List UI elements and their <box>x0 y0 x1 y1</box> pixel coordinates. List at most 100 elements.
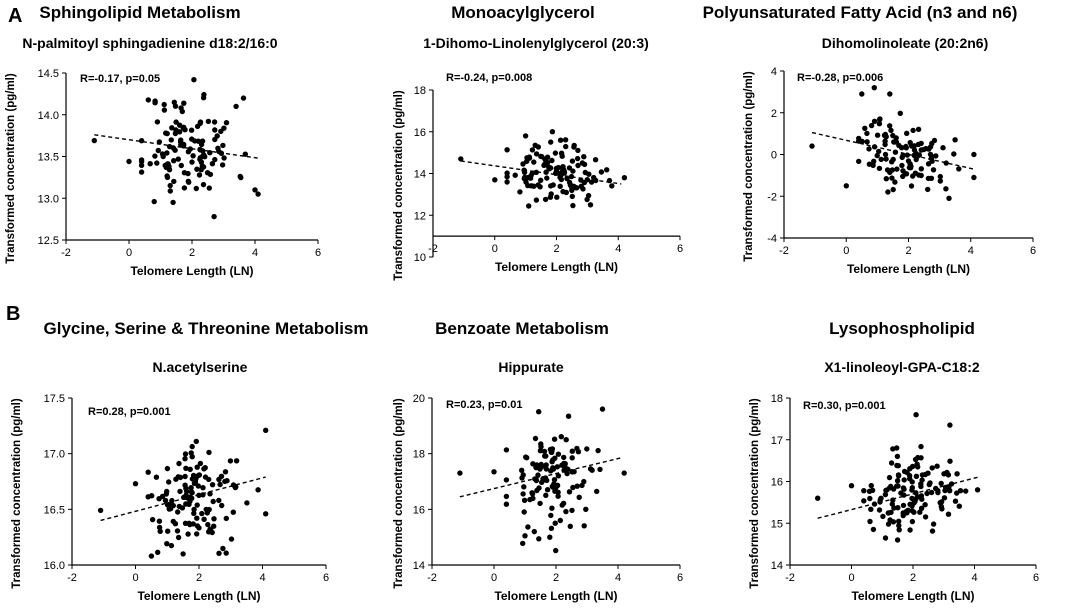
data-point <box>178 137 184 143</box>
data-point <box>971 151 977 158</box>
data-point <box>956 503 962 509</box>
data-point <box>922 502 928 508</box>
data-point <box>870 526 877 533</box>
data-point <box>555 164 562 171</box>
data-point <box>178 105 184 111</box>
data-point <box>604 167 610 173</box>
data-point <box>542 196 549 203</box>
data-point <box>181 100 187 106</box>
data-point <box>544 159 551 166</box>
data-point <box>937 178 943 184</box>
data-point <box>541 448 548 455</box>
data-point <box>492 177 498 183</box>
data-point <box>521 497 528 503</box>
data-point <box>929 528 936 534</box>
data-point <box>895 483 901 489</box>
data-point <box>191 77 197 83</box>
data-point <box>533 197 540 203</box>
data-point <box>551 481 557 487</box>
data-point <box>900 502 907 509</box>
x-tick-label: 0 <box>132 572 138 584</box>
chart-panel-6: Lysophospholipid X1-linoleoyl-GPA-C18:2 -2… <box>749 319 1039 603</box>
data-point <box>565 413 572 419</box>
data-point <box>182 451 189 457</box>
data-point <box>877 116 883 122</box>
data-point <box>196 172 203 178</box>
data-point <box>212 127 218 133</box>
data-point <box>132 481 139 487</box>
data-point <box>219 502 225 509</box>
data-point <box>905 507 911 513</box>
data-point <box>164 173 170 179</box>
data-point <box>205 521 211 528</box>
data-point <box>575 147 581 154</box>
data-point <box>559 462 565 468</box>
data-point <box>520 491 526 497</box>
panel-label-b: B <box>6 303 20 325</box>
data-point <box>531 528 537 535</box>
y-tick-label: 14 <box>771 560 783 572</box>
data-point <box>175 156 181 162</box>
data-point <box>887 91 893 97</box>
data-point <box>941 495 948 501</box>
data-point <box>592 157 599 163</box>
data-point <box>145 97 151 103</box>
data-point <box>574 185 580 191</box>
data-point <box>531 159 537 165</box>
data-point <box>903 143 909 150</box>
data-point <box>586 171 592 177</box>
chart-panel-5: Benzoate Metabolism Hippurate -2 0 2 4 6 14 16 18… <box>393 319 683 603</box>
data-point <box>954 490 960 496</box>
stat-annotation: R=0.23, p=0.01 <box>446 399 522 411</box>
data-point <box>532 435 539 442</box>
data-point <box>563 189 569 196</box>
data-point <box>874 132 881 138</box>
data-point <box>930 521 937 527</box>
data-point <box>539 463 545 469</box>
data-point <box>156 518 163 524</box>
y-tick-label: 16 <box>771 477 783 489</box>
data-point <box>521 169 528 176</box>
data-point <box>542 453 548 459</box>
data-point <box>155 147 161 154</box>
data-point <box>887 123 893 129</box>
data-point <box>240 95 247 101</box>
data-point <box>867 495 873 502</box>
data-point <box>574 483 580 489</box>
data-point <box>512 172 518 178</box>
data-point <box>145 469 151 475</box>
data-point <box>187 146 193 152</box>
data-point <box>935 487 941 494</box>
data-point <box>543 492 549 498</box>
data-point <box>97 507 104 514</box>
data-point <box>918 505 925 511</box>
data-point <box>581 154 587 160</box>
data-point <box>547 534 553 540</box>
data-point <box>915 126 922 132</box>
data-point <box>563 508 569 515</box>
data-point <box>149 516 156 523</box>
x-tick-label: 6 <box>1033 572 1039 584</box>
y-tick-label: 17 <box>771 435 783 447</box>
data-point <box>205 118 212 125</box>
data-point <box>221 155 227 161</box>
data-point <box>183 501 189 507</box>
data-point <box>503 493 510 500</box>
data-point <box>882 535 889 541</box>
data-point <box>943 186 949 192</box>
chart-title: Hippurate <box>498 359 564 375</box>
data-point <box>181 185 188 191</box>
data-point <box>928 175 935 181</box>
data-point <box>579 482 585 489</box>
data-point <box>896 522 902 529</box>
data-point <box>228 536 235 542</box>
data-point <box>558 171 565 178</box>
data-point <box>189 136 195 142</box>
data-point <box>918 147 924 153</box>
data-point <box>569 507 575 514</box>
x-tick-label: 4 <box>615 243 621 255</box>
data-point <box>864 130 870 137</box>
data-point <box>934 463 940 469</box>
x-tick-label: 4 <box>259 572 265 584</box>
data-point <box>252 187 258 193</box>
